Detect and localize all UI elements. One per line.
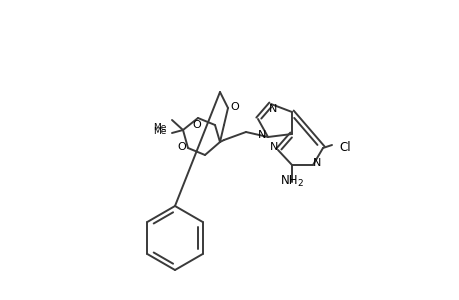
Text: Cl: Cl [338,140,350,154]
Text: 2: 2 [297,179,302,188]
Text: O: O [230,102,239,112]
Text: N: N [268,104,277,114]
Text: N: N [257,130,266,140]
Text: Me: Me [153,122,166,131]
Text: N: N [269,142,278,152]
Text: Me: Me [153,127,166,136]
Text: O: O [177,142,186,152]
Text: N: N [312,158,320,168]
Text: NH: NH [280,175,298,188]
Text: O: O [192,120,201,130]
